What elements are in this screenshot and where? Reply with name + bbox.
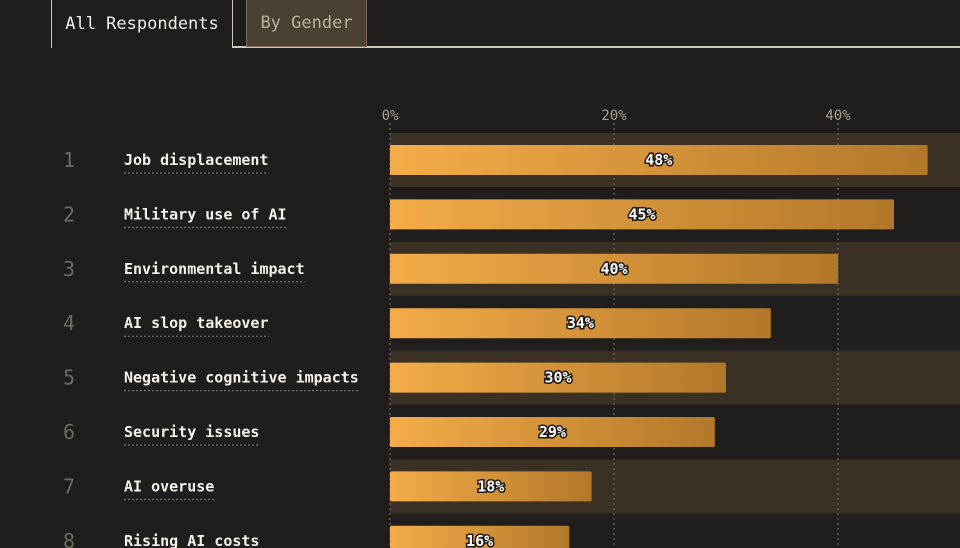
bar-value-label: 18% [477, 477, 504, 495]
bar-value-label: 48% [645, 151, 672, 169]
bar[interactable] [390, 471, 592, 502]
bar-value-label: 30% [544, 369, 571, 387]
rank-number: 3 [63, 257, 75, 281]
category-label[interactable]: Environmental impact [124, 260, 305, 278]
category-label[interactable]: Rising AI costs [124, 532, 259, 548]
bar-row: 3 Environmental impact 40% [63, 253, 838, 284]
rank-number: 5 [63, 366, 75, 390]
bar[interactable] [390, 525, 570, 548]
bar-row: 2 Military use of AI 45% [63, 199, 894, 230]
tab-all-respondents[interactable]: All Respondents [51, 0, 233, 48]
bar-row: 6 Security issues 29% [63, 417, 715, 447]
bar[interactable] [390, 199, 894, 230]
category-label[interactable]: Negative cognitive impacts [124, 369, 359, 387]
rank-number: 7 [63, 474, 75, 498]
bar-value-label: 45% [628, 205, 655, 223]
x-axis-ticks: 0% 20% 40% [382, 108, 852, 124]
tab-divider-line [232, 46, 960, 48]
bar-value-label: 16% [466, 532, 493, 548]
bar-rows: 1 Job displacement 48% 2 Military use of AI 4… [63, 145, 928, 548]
rank-number: 6 [63, 420, 75, 444]
rank-number: 2 [63, 202, 75, 226]
gridlines [389, 123, 839, 548]
category-label[interactable]: Job displacement [124, 151, 269, 169]
rank-number: 4 [63, 311, 75, 335]
bar-row: 1 Job displacement 48% [63, 145, 928, 175]
category-label[interactable]: Security issues [124, 423, 259, 441]
category-label[interactable]: AI slop takeover [124, 314, 269, 332]
bar[interactable] [390, 417, 715, 447]
rank-number: 8 [63, 529, 75, 548]
bar[interactable] [390, 362, 726, 393]
bar-row: 5 Negative cognitive impacts 30% [63, 362, 726, 393]
bar-row: 8 Rising AI costs 16% [63, 525, 570, 548]
bar-row: 4 AI slop takeover 34% [63, 308, 771, 339]
tab-bar: All Respondents By Gender [0, 0, 960, 48]
x-tick-label: 0% [382, 108, 399, 124]
x-tick-label: 20% [601, 108, 627, 124]
rank-number: 1 [63, 148, 75, 172]
bar[interactable] [390, 145, 928, 175]
bar[interactable] [390, 253, 838, 284]
category-label[interactable]: AI overuse [124, 477, 214, 495]
bar-value-label: 29% [539, 423, 566, 441]
x-tick-label: 40% [825, 108, 851, 124]
bar-value-label: 34% [567, 314, 594, 332]
tab-by-gender[interactable]: By Gender [246, 0, 367, 47]
category-label[interactable]: Military use of AI [124, 205, 287, 223]
bar-row: 7 AI overuse 18% [63, 471, 592, 502]
bar[interactable] [390, 308, 771, 339]
bar-value-label: 40% [600, 260, 627, 278]
